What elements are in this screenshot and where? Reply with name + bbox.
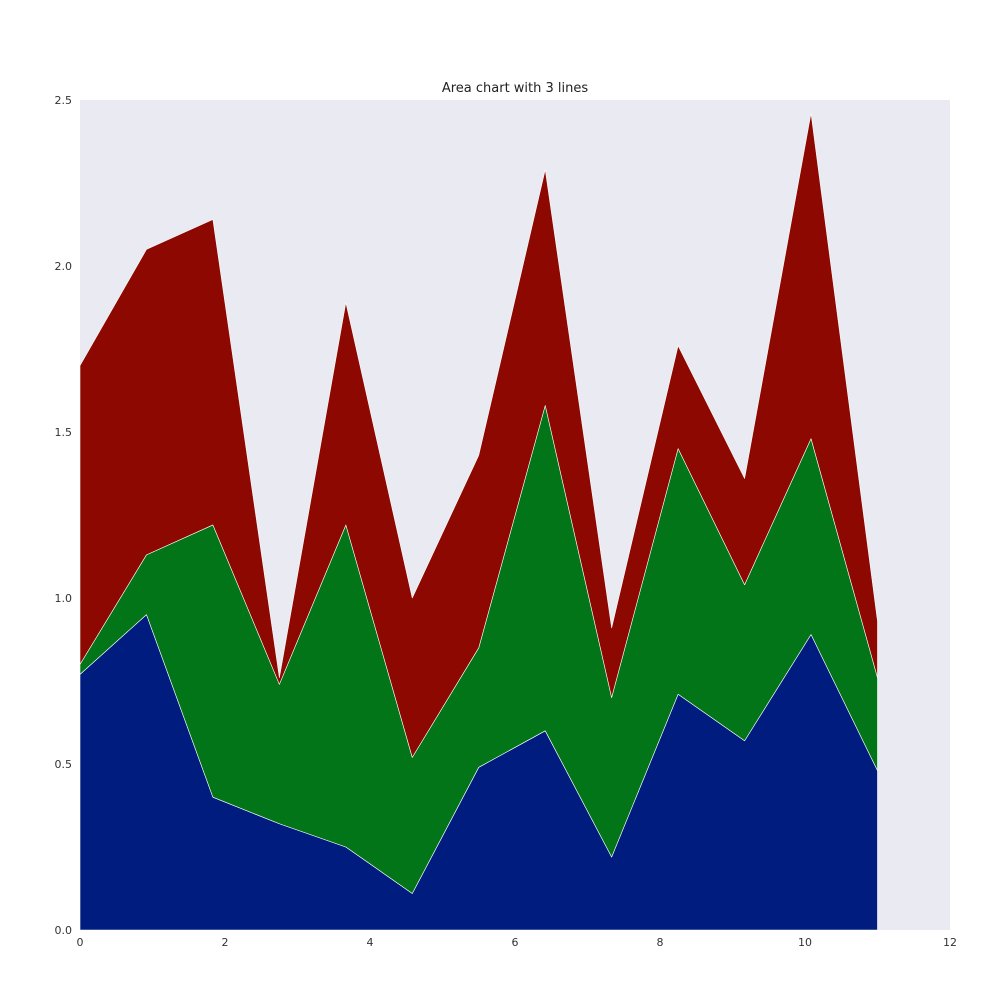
x-tick-label: 10 (798, 936, 812, 949)
x-tick-label: 8 (657, 936, 664, 949)
y-tick-label: 1.0 (55, 592, 73, 605)
y-tick-label: 0.0 (55, 924, 73, 937)
x-tick-label: 2 (222, 936, 229, 949)
y-axis-ticks: 0.0 0.5 1.0 1.5 2.0 2.5 (55, 94, 73, 937)
x-axis-ticks: 0 2 4 6 8 10 12 (77, 936, 958, 949)
x-tick-label: 6 (512, 936, 519, 949)
area-series-group (79, 112, 878, 931)
chart-title: Area chart with 3 lines (442, 81, 589, 96)
y-tick-label: 2.0 (55, 260, 73, 273)
y-tick-label: 0.5 (55, 758, 73, 771)
y-tick-label: 1.5 (55, 426, 73, 439)
area-series-3 (79, 112, 878, 758)
x-tick-label: 0 (77, 936, 84, 949)
y-tick-label: 2.5 (55, 94, 73, 107)
x-tick-label: 12 (943, 936, 957, 949)
x-tick-label: 4 (367, 936, 374, 949)
